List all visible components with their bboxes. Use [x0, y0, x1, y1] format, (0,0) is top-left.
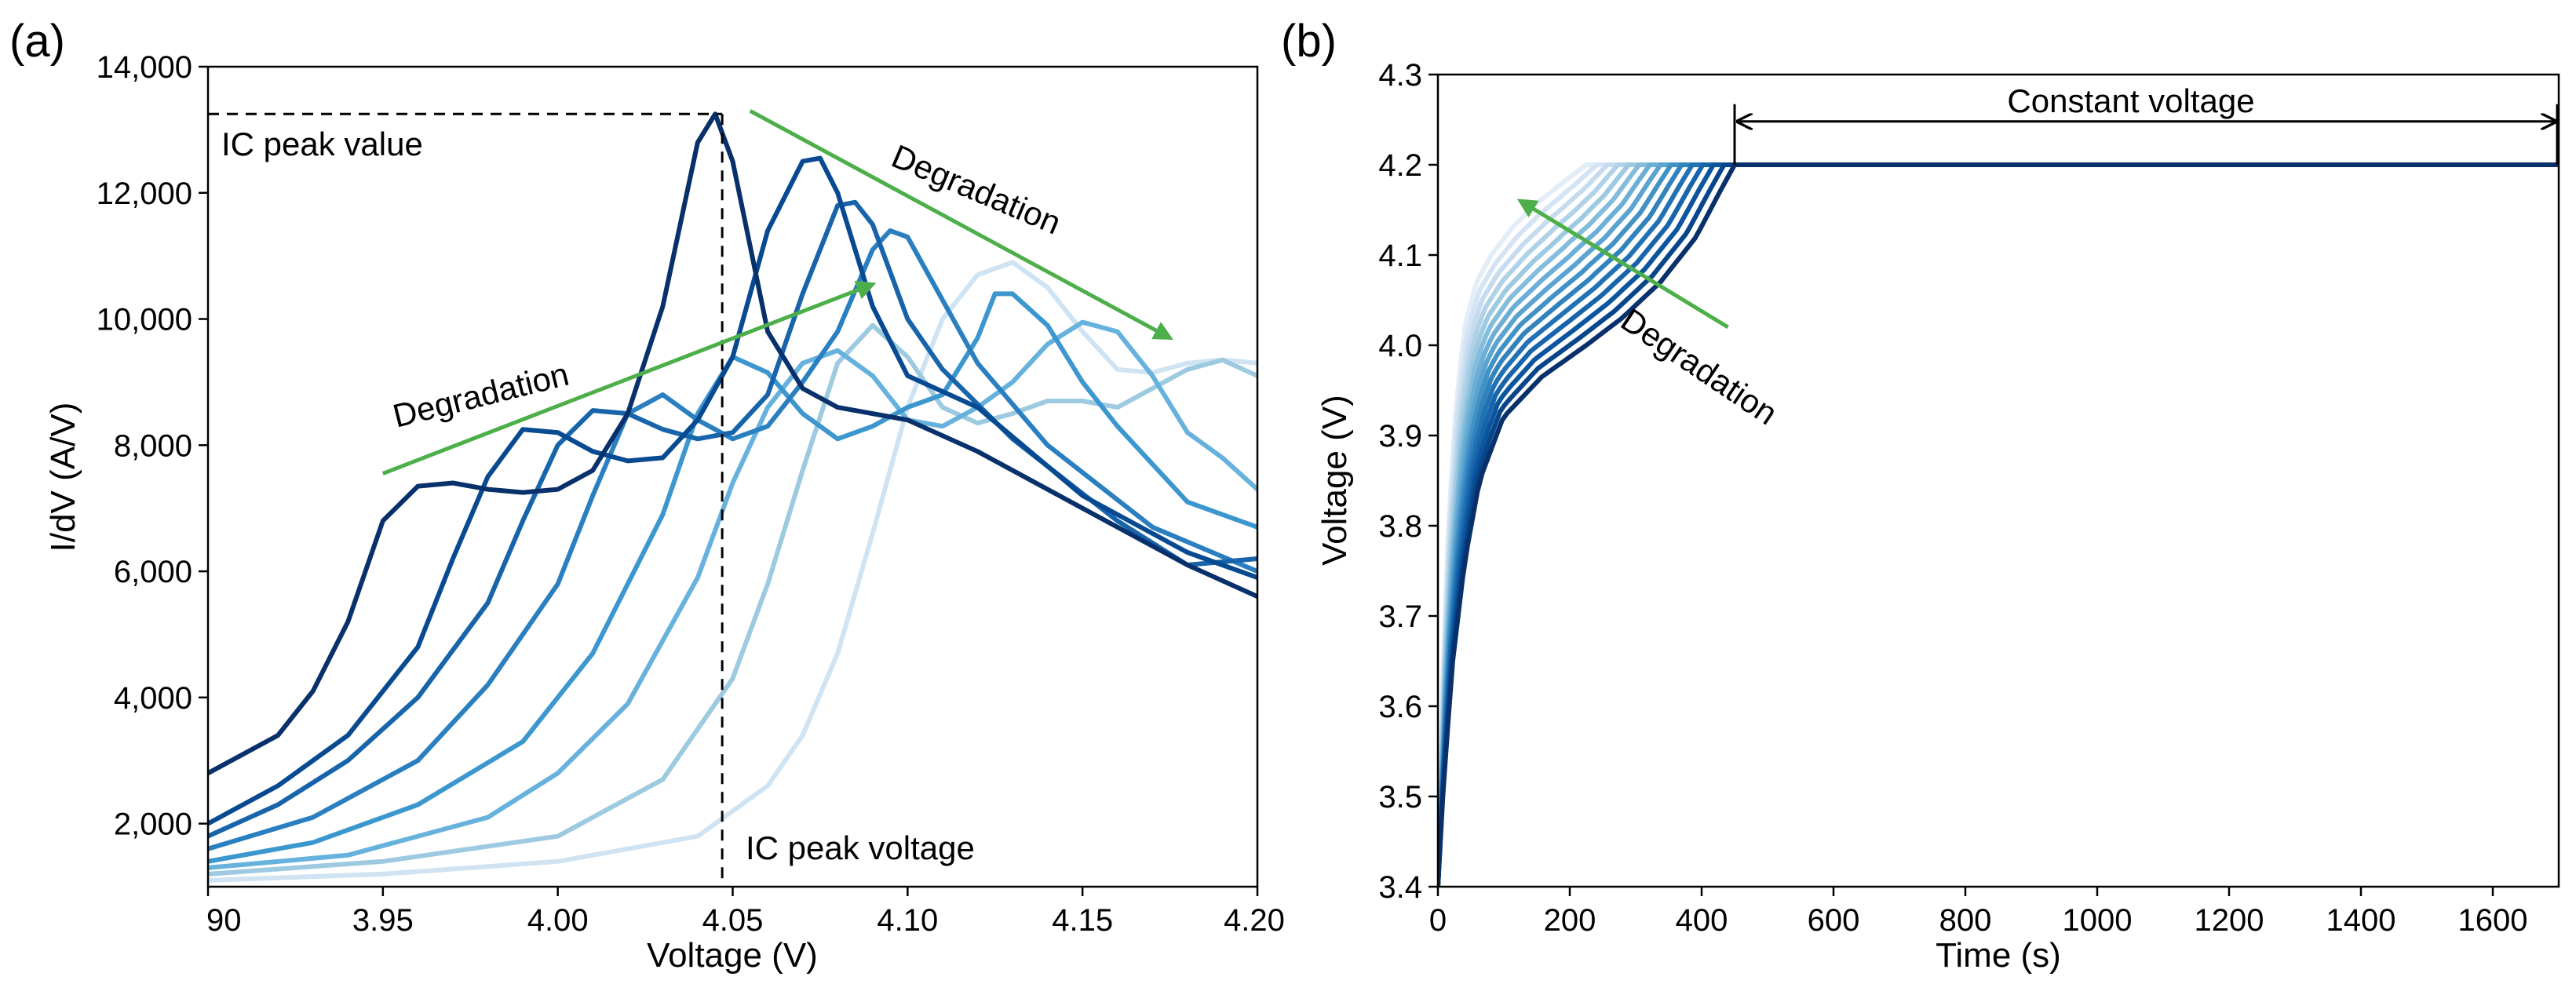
panel-b-annotations: Constant voltage Degradation	[1516, 82, 2559, 432]
panel-b-y-axis-title: Voltage (V)	[1315, 395, 1354, 566]
voltage-curve-3	[1438, 162, 2559, 887]
x-tick-label: 4.00	[527, 903, 589, 938]
panel-a-x-axis-title: Voltage (V)	[647, 936, 818, 975]
panel-label-b: (b)	[1281, 16, 1337, 67]
degradation-label-b: Degradation	[1615, 301, 1784, 432]
y-tick-label: 3.4	[1378, 870, 1422, 905]
y-tick-label: 3.8	[1378, 509, 1422, 544]
x-tick-label: 1200	[2195, 903, 2264, 938]
voltage-curve-11	[1438, 162, 2559, 887]
ic-peak-value-label: IC peak value	[221, 126, 423, 162]
x-tick-label: 4.15	[1052, 903, 1113, 938]
panel-b-x-axis-title: Time (s)	[1936, 936, 2061, 975]
y-tick-label: 8,000	[114, 428, 192, 463]
x-tick-label: 200	[1544, 903, 1596, 938]
panel-a-y-axis-title: I/dV (A/V)	[44, 403, 82, 552]
series-line-cycle-5	[208, 291, 1257, 864]
voltage-curve-9	[1438, 162, 2559, 887]
voltage-curve-8	[1438, 162, 2559, 887]
x-tick-label: 4.10	[877, 903, 938, 938]
x-tick-label: 0	[1429, 903, 1447, 938]
voltage-curve-14	[1438, 162, 2559, 887]
series-line-cycle-1	[208, 111, 1257, 776]
voltage-curve-5	[1438, 162, 2559, 887]
constant-voltage-label: Constant voltage	[2007, 82, 2254, 119]
x-tick-label: 600	[1808, 903, 1860, 938]
degradation-label-left: Degradation	[389, 355, 572, 435]
series-line-cycle-4	[208, 228, 1257, 851]
panel-a-ic-curves: (a) IC peak value IC peak voltage Degrad…	[9, 16, 1285, 975]
x-tick-label: 4.20	[1224, 903, 1285, 938]
panel-a-series-group	[208, 111, 1257, 883]
voltage-curve-4	[1438, 162, 2559, 887]
y-tick-label: 3.6	[1378, 690, 1422, 724]
y-tick-label: 3.7	[1378, 600, 1422, 634]
y-tick-label: 4,000	[114, 681, 192, 716]
y-tick-label: 3.5	[1378, 780, 1422, 815]
voltage-curve-6	[1438, 162, 2559, 887]
panel-a-annotations: IC peak value IC peak voltage Degradatio…	[208, 109, 1173, 887]
x-tick-label: 800	[1939, 903, 1992, 938]
panel-a-frame	[206, 65, 1259, 888]
x-tick-label: 4.05	[702, 903, 764, 938]
panel-b-y-axis: 3.4 3.5 3.6 3.7 3.8 3.9 4.0 4.1 4.2 4.3	[1378, 58, 1438, 905]
y-tick-label: 4.1	[1378, 239, 1422, 273]
panel-b-voltage-curves: (b) Constant voltage Degradation 0 200 400…	[1281, 16, 2560, 975]
ic-peak-voltage-label: IC peak voltage	[746, 829, 975, 866]
x-tick-label: 400	[1676, 903, 1728, 938]
voltage-curve-15	[1438, 162, 2559, 887]
y-tick-label: 12,000	[97, 177, 192, 211]
y-tick-label: 4.3	[1378, 58, 1422, 93]
x-tick-label: 1600	[2458, 903, 2528, 938]
voltage-curve-13	[1438, 162, 2559, 887]
x-tick-label: 90	[206, 903, 242, 938]
y-tick-label: 14,000	[97, 50, 192, 85]
panel-b-series-group	[1438, 162, 2559, 887]
y-tick-label: 4.2	[1378, 148, 1422, 183]
y-tick-label: 2,000	[114, 807, 192, 842]
series-line-cycle-3	[208, 199, 1257, 839]
series-line-cycle-6	[208, 319, 1257, 870]
series-line-cycle-2	[208, 155, 1257, 826]
voltage-curve-1	[1438, 162, 2559, 887]
panel-b-x-axis: 0 200 400 600 800 1000 1200 1400 1600	[1429, 887, 2528, 938]
degradation-arrow-right	[749, 109, 1173, 341]
degradation-arrow-b	[1516, 199, 1729, 330]
x-tick-label: 1400	[2326, 903, 2396, 938]
panel-a-y-axis: 2,000 4,000 6,000 8,000 10,000 12,000 14,000	[97, 50, 208, 842]
degradation-arrow-left	[381, 280, 877, 476]
x-tick-label: 1000	[2063, 903, 2133, 938]
panel-label-a: (a)	[9, 16, 65, 67]
y-tick-label: 10,000	[97, 303, 192, 337]
y-tick-label: 3.9	[1378, 419, 1422, 454]
y-tick-label: 4.0	[1378, 329, 1422, 363]
x-tick-label: 3.95	[352, 903, 414, 938]
panel-b-frame	[1436, 73, 2560, 888]
degradation-label-right: Degradation	[886, 137, 1066, 242]
y-tick-label: 6,000	[114, 555, 192, 589]
voltage-curve-12	[1438, 162, 2559, 887]
voltage-curve-7	[1438, 162, 2559, 887]
voltage-curve-10	[1438, 162, 2559, 887]
panel-a-x-axis: 90 3.95 4.00 4.05 4.10 4.15 4.20	[206, 887, 1285, 938]
voltage-curve-2	[1438, 162, 2559, 887]
